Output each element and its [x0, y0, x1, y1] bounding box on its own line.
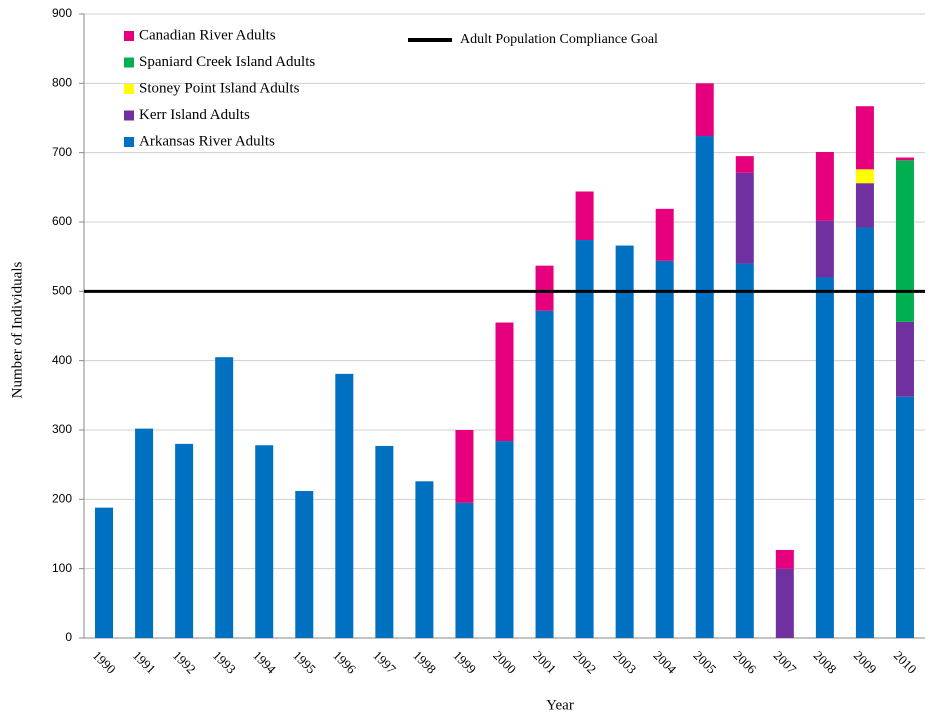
x-tick-label: 2002 — [570, 648, 599, 677]
bar-segment — [455, 502, 474, 638]
x-tick-label: 2005 — [691, 648, 720, 677]
bar-segment — [815, 220, 834, 278]
y-tick-label: 800 — [52, 76, 72, 90]
bar-segment — [735, 156, 754, 173]
bar-segment — [415, 481, 434, 638]
legend-label: Kerr Island Adults — [139, 107, 250, 123]
bar-segment — [855, 169, 874, 184]
y-tick-label: 400 — [52, 353, 72, 367]
bar-segment — [735, 172, 754, 264]
x-tick-label: 1991 — [130, 648, 159, 677]
y-tick-label: 900 — [52, 6, 72, 20]
bar-segment — [735, 263, 754, 638]
bar-segment — [335, 373, 354, 638]
legend-label: Spaniard Creek Island Adults — [139, 54, 315, 70]
bar-segment — [855, 227, 874, 638]
y-tick-label: 600 — [52, 214, 72, 228]
bar-segment — [375, 445, 394, 638]
bar-segment — [855, 106, 874, 170]
x-tick-label: 1995 — [290, 648, 319, 677]
bar-segment — [495, 441, 514, 638]
bar-segment — [815, 277, 834, 638]
y-tick-label: 100 — [52, 561, 72, 575]
x-tick-label: 2001 — [530, 648, 559, 677]
bar-segment — [695, 83, 714, 137]
bar-segment — [615, 245, 634, 638]
x-tick-label: 2006 — [731, 648, 760, 677]
bar-segment — [215, 357, 234, 638]
bar-segment — [695, 136, 714, 638]
bar-segment — [815, 151, 834, 221]
legend-swatch — [124, 137, 134, 147]
x-tick-label: 1999 — [450, 648, 479, 677]
y-tick-label: 300 — [52, 422, 72, 436]
x-tick-label: 1992 — [170, 648, 199, 677]
x-tick-label: 1996 — [330, 648, 359, 677]
bar-segment — [655, 208, 674, 261]
bar-segment — [655, 260, 674, 638]
legend-swatch — [124, 84, 134, 94]
bar-segment — [255, 445, 274, 638]
bar-segment — [535, 265, 554, 311]
legend-goal-label: Adult Population Compliance Goal — [460, 32, 658, 47]
bar-segment — [775, 568, 794, 638]
bar-segment — [175, 443, 194, 638]
legend-label: Canadian River Adults — [139, 27, 276, 43]
x-tick-label: 2009 — [851, 648, 880, 677]
x-tick-label: 1997 — [370, 648, 399, 677]
bar-segment — [95, 507, 114, 638]
x-tick-label: 1993 — [210, 648, 239, 677]
bar-segment — [295, 491, 314, 638]
legend-swatch — [124, 31, 134, 41]
legend-label: Arkansas River Adults — [139, 133, 275, 149]
bar-segment — [575, 240, 594, 638]
y-tick-label: 200 — [52, 492, 72, 506]
x-tick-label: 1994 — [250, 648, 279, 677]
legend-swatch — [124, 110, 134, 121]
x-tick-label: 2004 — [650, 648, 679, 677]
y-tick-label: 500 — [52, 284, 72, 298]
legend-label: Stoney Point Island Adults — [139, 80, 300, 96]
x-tick-label: 2010 — [891, 648, 920, 677]
bar-segment — [575, 191, 594, 241]
bar-segment — [895, 157, 914, 161]
bar-segment — [895, 396, 914, 638]
y-tick-label: 0 — [65, 630, 72, 644]
x-axis-title: Year — [546, 697, 574, 713]
bar-segment — [135, 428, 154, 638]
x-tick-label: 1990 — [90, 648, 119, 677]
bar-segment — [895, 160, 914, 322]
y-tick-label: 700 — [52, 145, 72, 159]
legend-swatch — [124, 57, 134, 68]
bar-segment — [895, 321, 914, 397]
bar-segment — [535, 310, 554, 638]
x-tick-label: 1998 — [410, 648, 439, 677]
x-tick-label: 2008 — [811, 648, 840, 677]
x-tick-label: 2000 — [490, 648, 519, 677]
bar-segment — [775, 549, 794, 569]
y-axis-title: Number of Individuals — [9, 262, 25, 399]
bar-segment — [855, 183, 874, 228]
bar-segment — [455, 430, 474, 503]
x-tick-label: 2003 — [610, 648, 639, 677]
bar-segment — [495, 322, 514, 442]
x-tick-label: 2007 — [771, 648, 800, 677]
